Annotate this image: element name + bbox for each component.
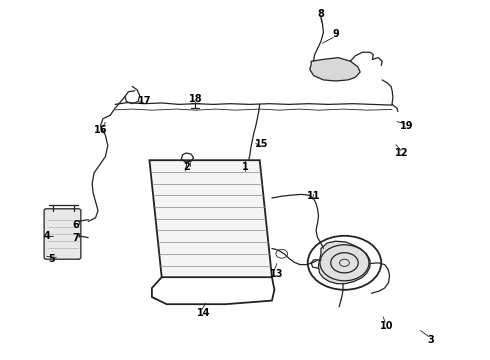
Text: 18: 18 [189,94,203,104]
Circle shape [276,249,288,258]
Polygon shape [310,58,360,81]
Text: 13: 13 [270,269,284,279]
Text: 9: 9 [332,29,339,39]
Text: 2: 2 [183,162,190,172]
Text: 14: 14 [196,308,210,318]
Polygon shape [149,160,272,277]
Text: 1: 1 [242,162,248,172]
Text: 17: 17 [138,96,151,106]
Text: 6: 6 [73,220,79,230]
Text: 5: 5 [48,254,55,264]
Polygon shape [318,241,370,284]
Text: 19: 19 [400,121,414,131]
Text: 12: 12 [395,148,409,158]
Text: 8: 8 [318,9,324,19]
Text: 3: 3 [428,335,435,345]
Text: 7: 7 [73,233,79,243]
Text: 16: 16 [94,125,107,135]
FancyBboxPatch shape [44,209,81,259]
Text: 4: 4 [43,231,50,241]
Text: 15: 15 [255,139,269,149]
Text: 11: 11 [307,191,320,201]
Text: 10: 10 [380,321,394,331]
